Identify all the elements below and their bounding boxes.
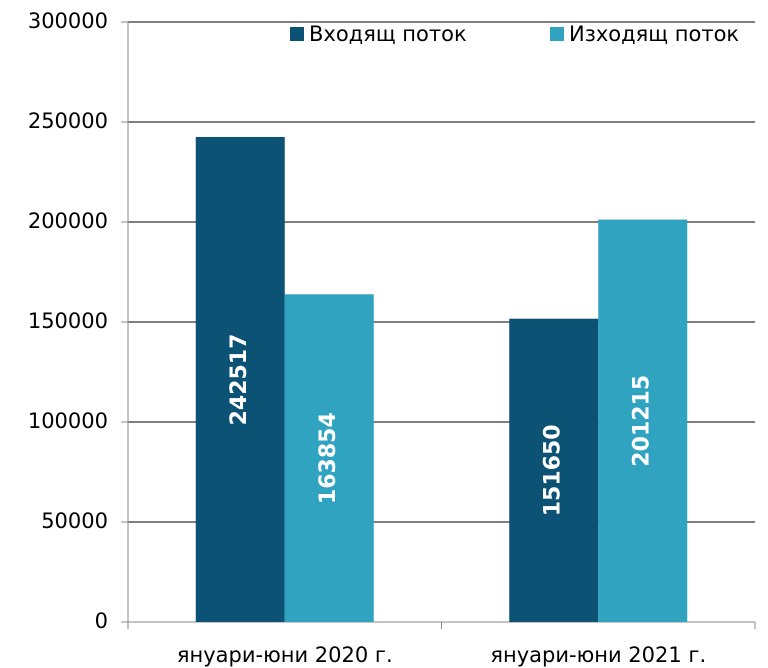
data-label: 163854 xyxy=(316,412,341,504)
x-tick-label: януари-юни 2021 г. xyxy=(490,643,706,667)
y-tick-label: 300000 xyxy=(28,9,108,33)
y-tick-label: 0 xyxy=(95,609,108,633)
bar xyxy=(284,294,374,622)
legend-swatch xyxy=(290,27,304,41)
bar xyxy=(195,136,285,622)
bar xyxy=(509,318,599,622)
data-label: 151650 xyxy=(541,424,566,516)
y-tick-label: 50000 xyxy=(41,509,108,533)
data-label: 201215 xyxy=(630,375,655,467)
data-label: 242517 xyxy=(227,334,252,426)
x-tick-label: януари-юни 2020 г. xyxy=(177,643,393,667)
y-tick-label: 200000 xyxy=(28,209,108,233)
legend-label: Входящ поток xyxy=(309,22,467,46)
legend-label: Изходящ поток xyxy=(569,22,739,46)
y-tick-label: 150000 xyxy=(28,309,108,333)
bar xyxy=(598,219,688,622)
y-tick-label: 100000 xyxy=(28,409,108,433)
legend-swatch xyxy=(550,27,564,41)
y-tick-label: 250000 xyxy=(28,109,108,133)
